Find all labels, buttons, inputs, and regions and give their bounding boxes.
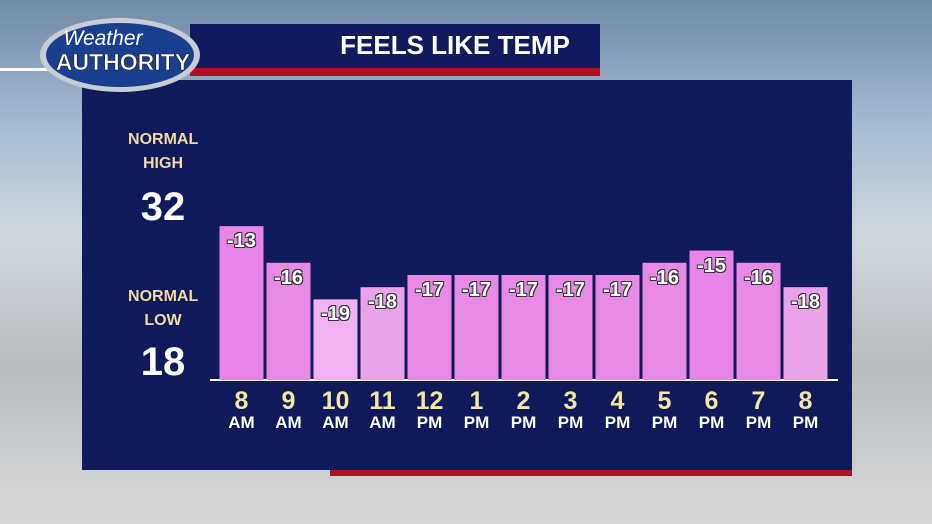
chart-title: FEELS LIKE TEMP [340, 30, 570, 60]
bar [689, 250, 734, 380]
x-tick-label: 12 PM [415, 387, 444, 432]
value-label: -16 [650, 266, 679, 289]
x-tick-label: 3 PM [557, 387, 584, 432]
bar [501, 274, 546, 380]
bar [219, 226, 264, 380]
bar [548, 274, 593, 380]
x-tick-label: 4 PM [604, 387, 631, 432]
header-bar [190, 24, 600, 68]
x-tick-label: 8 AM [228, 387, 255, 432]
x-tick-label: 9 AM [275, 387, 302, 432]
panel-stripe [330, 470, 852, 476]
brand-line2: AUTHORITY [56, 49, 190, 75]
value-label: -16 [744, 266, 773, 289]
x-tick-label: 7 PM [745, 387, 772, 432]
annotation-label: NORMAL LOW [128, 288, 199, 329]
value-label: -18 [791, 291, 820, 314]
bar [266, 262, 311, 380]
x-tick-label: 10 AM [321, 387, 350, 432]
bar [736, 262, 781, 380]
value-label: -17 [556, 278, 585, 301]
annotation-label: NORMAL HIGH [128, 131, 199, 172]
bar [595, 274, 640, 380]
brand-line1: Weather [64, 27, 144, 50]
value-label: -17 [509, 278, 538, 301]
bar [783, 287, 828, 380]
bar [642, 262, 687, 380]
value-label: -16 [274, 266, 303, 289]
value-label: -19 [321, 303, 350, 326]
value-label: -17 [415, 278, 444, 301]
x-tick-label: 11 AM [369, 387, 396, 432]
bar [407, 274, 452, 380]
x-tick-label: 1 PM [463, 387, 490, 432]
annotation-value: 18 [140, 340, 186, 384]
value-label: -17 [603, 278, 632, 301]
annotation-value: 32 [140, 185, 186, 229]
bar [360, 287, 405, 380]
value-label: -13 [227, 230, 256, 253]
x-tick-label: 6 PM [698, 387, 725, 432]
bar [454, 274, 499, 380]
x-tick-label: 5 PM [651, 387, 678, 432]
bar [313, 299, 358, 380]
x-tick-label: 8 PM [792, 387, 819, 432]
header-stripe [190, 68, 600, 76]
value-label: -18 [368, 291, 397, 314]
logo [46, 23, 194, 87]
value-label: -15 [697, 254, 726, 277]
value-label: -17 [462, 278, 491, 301]
x-tick-label: 2 PM [510, 387, 537, 432]
